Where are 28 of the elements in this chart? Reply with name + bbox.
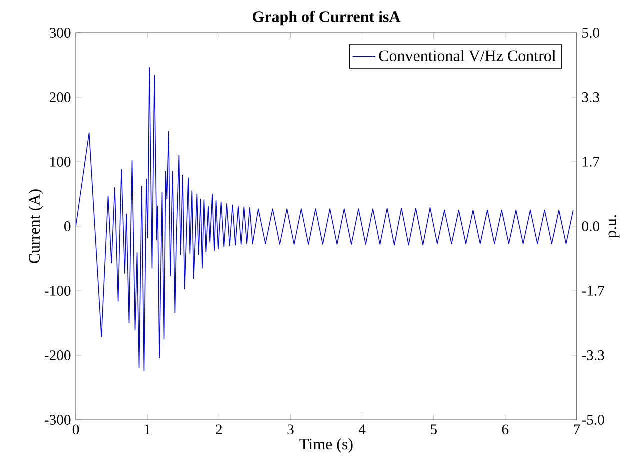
y-tick-label: 0 <box>64 222 71 232</box>
y2-tick-label: 3.3 <box>582 92 600 102</box>
line-series <box>76 67 574 372</box>
x-tick-label: 7 <box>574 424 580 434</box>
chart-title: Graph of Current isA <box>252 10 401 26</box>
x-tick-label: 6 <box>502 424 509 435</box>
x-tick-label: 1 <box>145 424 150 434</box>
x-tick-label: 4 <box>358 424 366 434</box>
x-tick-label: 3 <box>288 424 294 435</box>
y2-tick-label: -5.0 <box>582 415 604 425</box>
y2-tick-label: 0.0 <box>582 222 600 232</box>
y2-tick-label: -3.3 <box>582 350 604 360</box>
y-tick-label: -200 <box>44 350 71 360</box>
y-tick-label: 100 <box>50 157 71 167</box>
y-tick-label: 300 <box>50 28 71 38</box>
y2-tick-label: 5.0 <box>582 28 600 38</box>
y-tick-label: -300 <box>44 415 71 425</box>
x-tick-label: 2 <box>216 424 222 434</box>
x-tick-label: 0 <box>72 424 80 435</box>
x-axis-title: Time (s) <box>300 438 353 453</box>
y-tick-label: -100 <box>44 286 71 296</box>
legend-label: Conventional V/Hz Control <box>379 50 556 62</box>
y2-tick-label: 1.7 <box>583 157 600 167</box>
y-tick-label: 200 <box>50 92 71 102</box>
y2-tick-label: -1.7 <box>582 286 604 296</box>
y-axis-title: Current (A) <box>28 190 44 264</box>
y2-axis-title: p.u. <box>608 216 620 238</box>
x-tick-label: 5 <box>431 424 437 434</box>
